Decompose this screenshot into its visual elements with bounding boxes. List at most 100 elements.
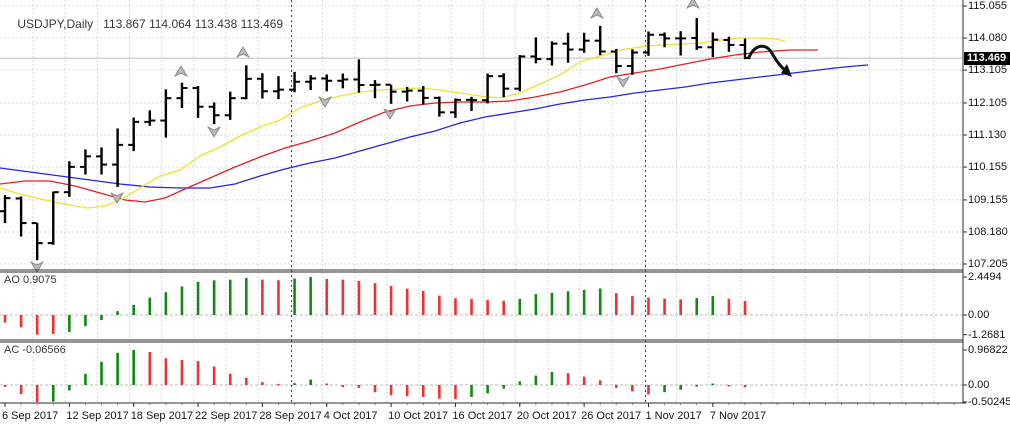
bar-close-tick [488,75,494,78]
bar-close-tick [166,97,172,100]
ohlc-bar [675,31,687,56]
price-axis-label: 111.130 [968,128,1007,141]
ac-histogram-bar [695,385,699,387]
bar-close-tick [311,77,317,80]
ohlc-bar [498,73,510,98]
bar-range [727,36,731,52]
bar-range [518,55,521,92]
ac-axis-label: -0.50245 [968,396,1010,408]
ao-histogram-bar [743,300,747,315]
bar-close-tick [327,79,333,82]
ao-histogram-bar [196,281,200,315]
ohlc-bar [691,17,703,50]
ohlc-bar [305,75,317,90]
alligator-jaw-line[interactable] [0,64,869,189]
date-axis-label: 7 Nov 2017 [709,410,767,422]
trend-arrow-head [781,64,792,77]
bar-range [341,73,345,89]
ac-histogram-bar [261,382,264,385]
ao-histogram-bar [421,290,425,315]
bar-open-tick [659,33,665,36]
alligator-lips-line[interactable] [0,37,786,209]
bar-close-tick [150,119,156,122]
ac-axis-label: 0.96822 [968,343,1008,356]
bar-range [486,73,489,104]
ohlc-bar [482,73,494,104]
ac-histogram [3,349,747,402]
bar-range [438,96,441,117]
fractal-up-icon [235,46,251,58]
bar-close-tick [455,98,461,101]
fractals-layer [29,0,701,273]
ao-histogram-bar [212,280,216,315]
fractal-up-icon [685,0,701,9]
date-axis-label: 1 Nov 2017 [645,410,702,422]
ohlc-bar [723,36,735,52]
ac-histogram-bar [405,385,409,397]
bar-open-tick [385,83,391,86]
bar-range [582,32,586,53]
ohlc-bar [79,149,91,175]
bar-close-tick [520,55,526,58]
ohlc-bar [337,73,349,89]
date-axis-label: 18 Sep 2017 [130,410,194,422]
bar-range [405,87,409,102]
bar-close-tick [69,165,75,168]
bar-range [196,86,200,118]
bar-range [422,86,425,105]
bar-close-tick [21,222,27,225]
bar-close-tick [552,42,558,45]
bar-open-tick [433,96,439,99]
bar-close-tick [648,33,654,36]
date-axis-label: 20 Oct 2017 [516,410,577,422]
bar-open-tick [610,50,616,53]
ao-histogram-bar [405,288,409,315]
bar-range [325,74,328,92]
ohlc-bar [385,83,397,104]
ao-histogram-bar [245,277,248,315]
ac-histogram-bar [341,385,345,388]
ac-histogram-bar [116,352,119,385]
ohlc-bar [530,37,542,64]
bar-close-tick [359,84,365,87]
ohlc-bar [594,25,606,56]
bar-range [164,89,168,138]
bar-open-tick [401,90,407,93]
bar-range [52,191,55,245]
bar-range [116,128,119,187]
alligator-teeth-line[interactable] [0,49,818,203]
ac-histogram-bar [19,385,23,395]
bar-open-tick [498,75,504,78]
ohlc-bar [128,117,140,152]
bar-open-tick [642,51,648,54]
price-axis-label: 115.055 [968,0,1007,12]
ao-histogram-bar [3,315,7,323]
ac-histogram-bar [582,376,586,385]
ao-histogram-bar [35,315,39,335]
bar-range [663,32,666,48]
ac-histogram-bar [293,383,296,385]
ao-histogram [3,277,747,335]
ac-histogram-bar [212,366,216,385]
bar-close-tick [536,58,542,61]
ao-histogram-bar [727,298,731,315]
ac-histogram-bar [3,385,7,387]
bar-close-tick [246,77,252,80]
bar-close-tick [134,120,140,123]
ao-histogram-bar [132,304,135,315]
trend-arrow-annotation[interactable] [747,44,792,77]
ao-histogram-bar [454,298,457,315]
ao-histogram-bar [598,288,602,315]
bar-range [180,82,184,109]
date-axis-label: 26 Oct 2017 [581,410,642,422]
bar-close-tick [5,197,11,200]
bar-close-tick [745,57,751,60]
ac-histogram-bar [245,377,248,385]
ohlc-bar [353,59,365,93]
bar-open-tick [240,97,246,100]
date-axis-label: 22 Sep 2017 [195,410,258,422]
fractal-down-icon [206,126,222,138]
ao-histogram-bar [277,280,280,315]
symbol-period-label: USDJPY,Daily [17,17,94,31]
